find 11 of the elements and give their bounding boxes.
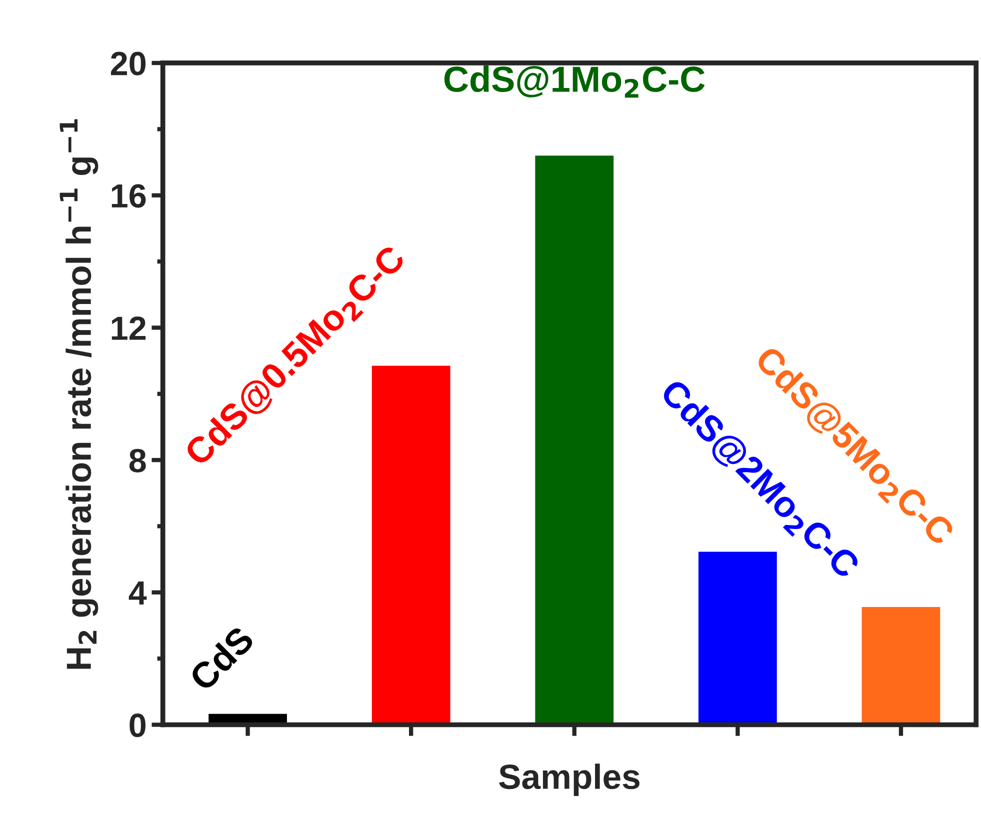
annotation: CdS@1Mo$_{2}$C-C bbox=[444, 66, 705, 98]
y-axis-title: H$_{2}$ generation rate /mmol h$^{−1}$ g$^{−1}$ bbox=[60, 119, 98, 669]
annotation: CdS@0.5Mo$_{2}$C-C bbox=[182, 242, 410, 471]
x-axis-title: Samples bbox=[499, 764, 640, 796]
y-tick-label: 0 bbox=[130, 714, 146, 738]
annotation: CdS bbox=[187, 624, 256, 692]
y-tick-label: 20 bbox=[110, 52, 146, 76]
y-tick-label: 12 bbox=[112, 316, 146, 340]
y-tick-label: 8 bbox=[129, 448, 146, 472]
y-tick-label: 4 bbox=[128, 582, 147, 604]
y-tick-label: 16 bbox=[112, 184, 146, 208]
